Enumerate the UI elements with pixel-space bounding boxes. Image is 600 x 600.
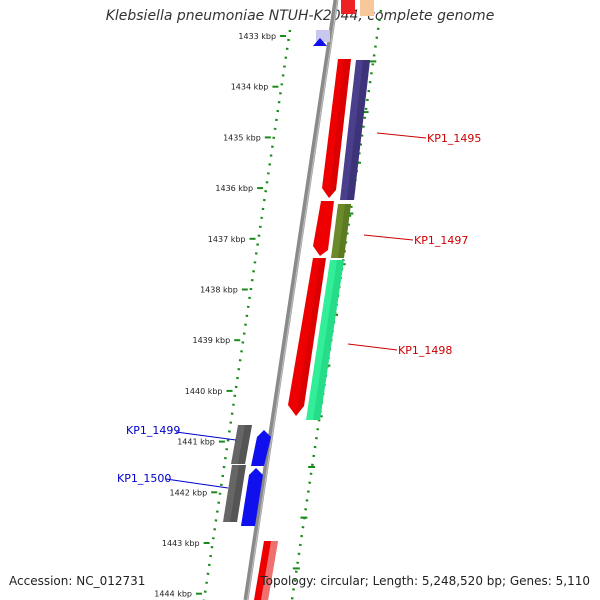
accession-text: Accession: NC_012731 xyxy=(9,574,146,588)
gene-red-1-shade xyxy=(329,59,351,198)
label-kp1-1500[interactable]: KP1_1500 xyxy=(117,472,171,485)
tick-label: 1433 kbp xyxy=(238,32,276,41)
genome-backbone xyxy=(243,0,339,600)
gene-red-2 xyxy=(313,201,334,256)
leader-kp1-1500 xyxy=(165,478,229,489)
tick-label: 1434 kbp xyxy=(231,83,269,92)
tick-label: 1439 kbp xyxy=(192,336,230,345)
direction-arrow-icon xyxy=(313,38,327,46)
gene-red-3-shade xyxy=(296,258,326,416)
gene-blue-1 xyxy=(251,430,271,466)
tick-label: 1442 kbp xyxy=(169,488,207,497)
label-kp1-1497[interactable]: KP1_1497 xyxy=(414,234,468,247)
gene-kp1-1497-shade xyxy=(338,204,351,258)
tick-labels: 1433 kbp 1434 kbp 1435 kbp 1436 kbp 1437 kbp… xyxy=(154,32,276,599)
gene-kp1-1498-shade xyxy=(313,260,344,420)
left-tick-ring xyxy=(202,29,292,600)
partial-feature-top xyxy=(341,0,355,14)
gene-red-1 xyxy=(322,59,351,198)
tick-label: 1441 kbp xyxy=(177,438,215,447)
map-title: Klebsiella pneumoniae NTUH-K2044, comple… xyxy=(105,8,495,24)
gene-red-bottom-light xyxy=(261,541,278,600)
tick-label: 1436 kbp xyxy=(215,184,253,193)
gene-kp1-1499-shade xyxy=(238,425,252,464)
gene-blue-2 xyxy=(241,468,263,526)
tick-label: 1444 kbp xyxy=(154,590,192,599)
leader-kp1-1495 xyxy=(376,132,427,139)
tick-label: 1435 kbp xyxy=(223,133,261,142)
gene-red-3 xyxy=(288,258,326,416)
genome-backbone-highlight xyxy=(246,0,339,600)
label-kp1-1498[interactable]: KP1_1498 xyxy=(398,344,452,357)
gene-kp1-1500-shade xyxy=(230,465,246,522)
leader-kp1-1497 xyxy=(363,234,414,241)
tick-label: 1443 kbp xyxy=(162,539,200,548)
gene-kp1-1495-shade xyxy=(347,60,370,200)
label-kp1-1495[interactable]: KP1_1495 xyxy=(427,132,481,145)
tick-label: 1438 kbp xyxy=(200,286,238,295)
label-kp1-1499[interactable]: KP1_1499 xyxy=(126,424,180,437)
genome-summary-text: Topology: circular; Length: 5,248,520 bp… xyxy=(260,574,590,588)
tick-label: 1440 kbp xyxy=(185,387,223,396)
partial-feature-top-pale xyxy=(360,0,374,16)
leader-kp1-1498 xyxy=(347,343,398,351)
tick-label: 1437 kbp xyxy=(208,235,246,244)
leader-kp1-1499 xyxy=(175,431,237,441)
